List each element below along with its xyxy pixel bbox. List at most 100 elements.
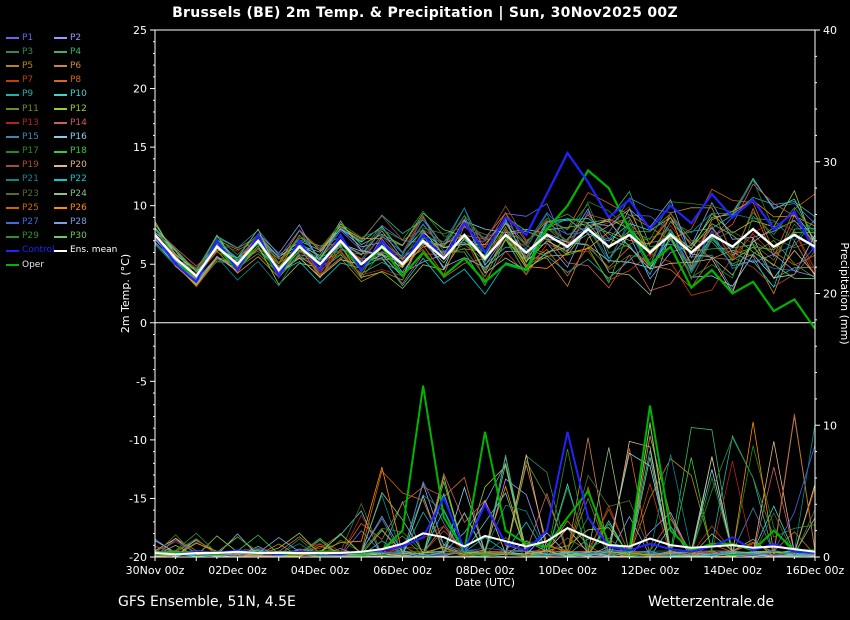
legend-line-swatch [6,108,19,111]
legend-item-oper: Oper [6,259,54,270]
date-tick-label: 02Dec 00z [208,564,267,577]
legend-row: P29 P30 [6,230,102,244]
legend-line-swatch [6,51,19,54]
legend-label: P12 [70,103,87,114]
model-info-label: GFS Ensemble, 51N, 4.5E [118,594,296,610]
legend-item-ens-mean: Ens. mean [54,246,117,255]
date-tick-label: 16Dec 00z [786,564,845,577]
legend-item-p19: P19 [6,161,54,170]
ens-mean-temp-line [155,227,815,278]
temp-axis-tick-label: -10 [129,434,147,447]
legend-line-swatch [6,235,19,238]
legend-line-swatch [54,164,67,167]
date-tick-label: 04Dec 00z [291,564,350,577]
ens-mean-precip-line [155,526,815,556]
legend-line-swatch [54,93,67,96]
legend-line-swatch [54,207,67,210]
legend-row: P17 P18 [6,145,102,159]
ensemble-temp-line-p28 [155,198,815,282]
oper-precip-line [155,385,815,556]
legend-label: P9 [22,89,34,100]
precip-axis-tick-label: 30 [823,156,837,169]
legend-label: P7 [22,75,34,86]
legend-label: P13 [22,117,39,128]
legend-label: P5 [22,60,34,71]
legend-item-p24: P24 [54,189,102,199]
legend-label: P14 [70,117,87,128]
ensemble-temp-line-p1 [155,179,815,283]
legend-item-p11: P11 [6,103,54,114]
legend-line-swatch [54,249,67,252]
legend-item-p7: P7 [6,76,54,85]
legend-item-p23: P23 [6,189,54,199]
precip-axis-tick-label: 10 [823,419,837,432]
legend-label: P25 [22,202,39,213]
legend-line-swatch [6,178,19,181]
legend-line-swatch [6,207,19,210]
legend-label: P4 [70,46,82,57]
date-tick-label: 30Nov 00z [126,564,185,577]
ensemble-precip-line-p27 [155,445,815,557]
legend-label: P2 [70,32,82,43]
legend-item-p16: P16 [54,132,102,142]
legend-label: P22 [70,174,87,185]
ensemble-precip-line-p18 [155,457,815,557]
legend-line-swatch [54,37,67,40]
legend-item-p9: P9 [6,90,54,99]
legend-label: P1 [22,32,34,43]
ensemble-temp-line-p2 [155,201,815,281]
temp-axis-tick-label: -15 [129,492,147,505]
legend-row: P5 P6 [6,59,102,73]
legend-label: P26 [70,202,87,213]
legend-row: P27 P28 [6,215,102,229]
legend-row: P25 P26 [6,201,102,215]
date-tick-label: 08Dec 00z [456,564,515,577]
legend-label: P28 [70,217,87,228]
legend-item-p13: P13 [6,117,54,128]
legend-row: P11 P12 [6,102,102,116]
legend-line-swatch [54,51,67,54]
legend-line-swatch [6,150,19,153]
legend-row: P19 P20 [6,159,102,173]
precip-axis-title: Precipitation (mm) [838,242,850,344]
legend-item-p12: P12 [54,103,102,114]
legend-line-swatch [6,65,19,68]
legend-line-swatch [6,136,19,139]
legend-item-p21: P21 [6,175,54,184]
legend-item-p3: P3 [6,47,54,57]
temp-axis-tick-label: -5 [136,375,147,388]
legend-label: P8 [70,75,82,86]
ensemble-temp-line-p21 [155,206,815,287]
ensemble-temp-line-p10 [155,177,815,279]
legend: P1 P2 P3 P4 P5 P6 P7 P8 P9 P10 P11 P12 P13 P14 P15 P16 P… [6,31,117,272]
date-tick-label: 06Dec 00z [373,564,432,577]
ensemble-precip-line-p22 [155,508,815,557]
precip-axis-tick-label: 0 [823,551,830,564]
ensemble-precip-line-p24 [155,447,815,557]
legend-item-p17: P17 [6,147,54,156]
legend-label: P30 [70,231,87,242]
legend-item-p28: P28 [54,218,102,227]
legend-line-swatch [6,79,19,82]
temp-axis-tick-label: 25 [133,24,147,37]
legend-item-p14: P14 [54,117,102,128]
legend-row: Oper [6,258,102,272]
date-tick-label: 12Dec 00z [621,564,680,577]
legend-line-swatch [6,249,19,252]
date-tick-label: 10Dec 00z [538,564,597,577]
legend-label: Oper [22,259,45,270]
legend-line-swatch [54,122,67,125]
legend-line-swatch [6,164,19,167]
ensemble-temp-line-p24 [155,212,815,296]
legend-label: P11 [22,103,39,114]
legend-item-p27: P27 [6,218,54,227]
legend-label: Ens. mean [70,245,118,256]
legend-item-p4: P4 [54,46,102,57]
temp-axis-tick-label: 0 [140,317,147,330]
precip-axis-tick-label: 40 [823,24,837,37]
legend-label: P18 [70,146,87,157]
temp-axis-title: 2m Temp. (°C) [119,254,132,333]
x-axis-title: Date (UTC) [455,576,515,589]
ensemble-temp-line-p30 [155,207,815,280]
